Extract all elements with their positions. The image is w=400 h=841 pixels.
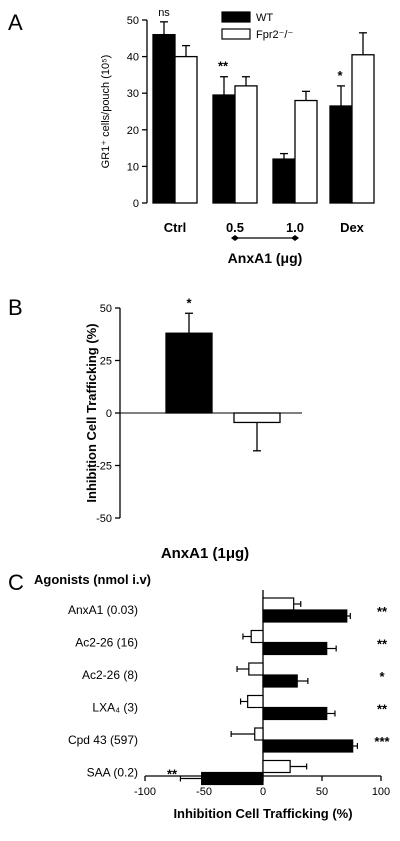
panel-a-bar (212, 94, 236, 204)
panel-a-bar (329, 105, 353, 204)
panel-a-y-tick-label: 10 (127, 161, 139, 173)
panel-c-category-label: AnxA1 (0.03) (68, 603, 138, 617)
panel-a-legend-label: WT (256, 12, 273, 24)
panel-a-legend-swatch (221, 11, 251, 23)
panel-c-bar (262, 641, 328, 656)
panel-c-bar (201, 771, 264, 786)
panel-b-y-tick-label: 50 (100, 303, 112, 315)
panel-c-bar (254, 727, 264, 741)
panel-c-category-label: Ac2-26 (16) (75, 636, 138, 650)
panel-c-category-label: LXA₄ (3) (92, 701, 138, 715)
panel-b-y-tick-label: 0 (106, 408, 112, 420)
panel-a-category-label: Ctrl (164, 220, 186, 235)
panel-a-y-tick-label: 40 (127, 52, 139, 64)
panel-c-x-tick-label: 100 (372, 786, 390, 798)
panel-c-significance: ** (377, 702, 388, 717)
panel-b-x-label: AnxA1 (1μg) (161, 545, 249, 562)
panel-a-category-label: 0.5 (226, 220, 244, 235)
panel-c-x-label: Inhibition Cell Trafficking (%) (173, 806, 352, 821)
panel-c-bar (262, 706, 328, 721)
panel-b-y-tick-label: 25 (100, 356, 112, 368)
panel-b-significance: * (186, 295, 192, 310)
panel-a-y-label: GR1⁺ cells/pouch (10⁵) (100, 55, 112, 169)
panel-c-bar (262, 674, 298, 688)
panel-c-significance: *** (374, 734, 390, 749)
panel-a-category-label: 1.0 (286, 220, 304, 235)
panel-a-y-tick-label: 0 (133, 198, 139, 210)
panel-c-bar (248, 662, 264, 676)
panel-c-bar (262, 609, 348, 623)
panel-a-significance: * (337, 68, 343, 83)
panel-a-bar (152, 33, 176, 204)
panel-a-category-label: Dex (340, 220, 365, 235)
panel-b-bar (165, 332, 213, 414)
panel-c-significance: ** (377, 637, 388, 652)
panel-a-bar (351, 54, 375, 204)
panel-a-significance: ** (218, 59, 229, 74)
panel-c-bar (250, 629, 264, 644)
panel-c-category-label: Cpd 43 (597) (68, 733, 138, 747)
panel-a-bar (272, 158, 296, 204)
panel-a-y-tick-label: 20 (127, 125, 139, 137)
panel-c-x-tick-label: 0 (260, 786, 266, 798)
panel-c-bar (262, 597, 295, 611)
panel-a-bar (234, 85, 258, 204)
panel-b-y-tick-label: -50 (96, 513, 112, 525)
panel-c-category-label: Ac2-26 (8) (82, 668, 138, 682)
panel-a-y-tick-label: 30 (127, 88, 139, 100)
panel-c-title: Agonists (nmol i.v) (34, 572, 151, 587)
panel-a-significance: ns (158, 7, 170, 19)
panel-b-y-tick-label: -25 (96, 461, 112, 473)
panel-c-significance: ** (167, 767, 178, 782)
panel-c-x-tick-label: -50 (196, 786, 212, 798)
panel-a-y-tick-label: 50 (127, 15, 139, 27)
panel-c-x-tick-label: -100 (134, 786, 156, 798)
panel-c-significance: ** (377, 604, 388, 619)
panel-b-y-label: Inhibition Cell Trafficking (%) (84, 323, 99, 502)
panel-c-letter: C (8, 570, 24, 595)
panel-c-bar (262, 759, 291, 774)
panel-a-bar (294, 99, 318, 204)
panel-a-bar (174, 55, 198, 204)
panel-c-category-label: SAA (0.2) (87, 766, 138, 780)
panel-c-significance: * (379, 669, 385, 684)
panel-a-letter: A (8, 10, 23, 35)
panel-c-x-tick-label: 50 (316, 786, 328, 798)
panel-c-bar (247, 694, 264, 709)
panel-a-bracket-end-diamond (291, 235, 299, 241)
panel-a-legend-label: Fpr2⁻/⁻ (256, 29, 293, 41)
panel-a-legend-swatch (221, 28, 251, 40)
panel-a-x-label: AnxA1 (μg) (228, 250, 303, 266)
panel-b-bar (233, 412, 281, 424)
panel-a-bracket-end-diamond (231, 235, 239, 241)
panel-b-letter: B (8, 295, 23, 320)
panel-c-bar (262, 739, 354, 753)
